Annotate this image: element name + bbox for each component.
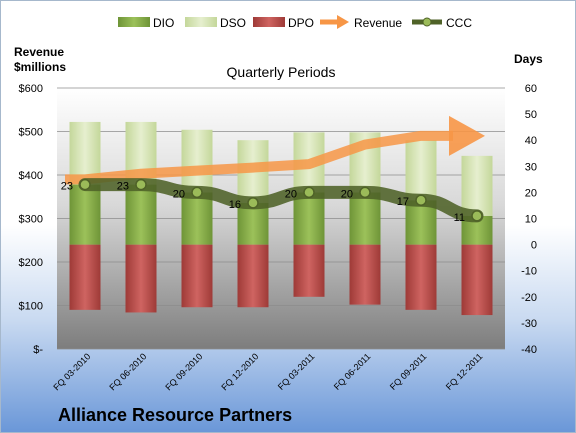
ccc-point [79, 178, 91, 191]
right-tick-label: 20 [525, 187, 537, 199]
x-tick-label: FQ 03-2011 [276, 351, 317, 392]
x-tick-label: FQ 06-2010 [107, 351, 148, 392]
bars [69, 121, 493, 316]
bar-dpo [237, 244, 269, 308]
bar-dpo [461, 244, 493, 316]
right-tick-label: 0 [531, 240, 537, 252]
bar-dpo [181, 244, 213, 308]
ccc-point [303, 186, 315, 199]
revenue-series [65, 115, 485, 185]
right-tick-label: 60 [525, 83, 537, 95]
bar-dpo [125, 244, 157, 313]
left-axis-title-line-1: Revenue [14, 45, 64, 59]
bar-dpo [69, 244, 101, 310]
right-tick-label: 40 [525, 135, 537, 147]
legend-swatch-dio [118, 17, 150, 27]
company-name: Alliance Resource Partners [58, 405, 293, 425]
legend-swatch-ccc [412, 17, 442, 27]
ccc-point [359, 186, 371, 199]
right-tick-label: 50 [525, 109, 537, 121]
right-tick-label: -30 [521, 318, 537, 330]
left-tick-label: $500 [19, 127, 43, 139]
ccc-data-label: 23 [61, 181, 73, 193]
bar-dpo [293, 244, 325, 297]
ccc-data-label: 20 [173, 188, 185, 200]
ccc-point [247, 197, 259, 209]
legend-swatch-dso [185, 17, 217, 27]
bar-dso [461, 155, 493, 216]
chart-title: Quarterly Periods [227, 64, 336, 80]
right-tick-label: -10 [521, 266, 537, 278]
bar-dso [181, 129, 213, 193]
x-tick-label: FQ 06-2011 [332, 351, 373, 392]
ccc-data-label: 17 [397, 196, 409, 208]
x-tick-label: FQ 03-2010 [51, 351, 92, 392]
bar-dio [349, 192, 381, 245]
ccc-data-label: 20 [341, 188, 353, 200]
ccc-point [415, 194, 427, 206]
right-axis: -40 -30 -20 -10 0 10 20 30 40 50 60 [521, 83, 537, 356]
ccc-point [191, 186, 203, 199]
ccc-series: 23 23 20 16 20 20 17 11 [61, 178, 484, 224]
legend-label-dpo: DPO [288, 16, 314, 30]
left-axis: $- $100 $200 $300 $400 $500 $600 [19, 83, 44, 356]
bar-dio [237, 202, 269, 245]
legend: DIO DSO DPO Revenue CCC [118, 15, 472, 30]
right-tick-label: -40 [521, 344, 537, 356]
left-tick-label: $600 [19, 83, 43, 95]
ccc-point [471, 210, 483, 222]
x-tick-label: FQ 09-2010 [163, 351, 204, 392]
legend-label-revenue: Revenue [354, 16, 402, 30]
right-axis-title: Days [514, 52, 543, 66]
left-tick-label: $300 [19, 214, 43, 226]
bar-dpo [349, 244, 381, 305]
left-tick-label: $100 [19, 301, 43, 313]
left-tick-label: $200 [19, 257, 43, 269]
right-tick-label: 30 [525, 161, 537, 173]
right-tick-label: 10 [525, 214, 537, 226]
right-tick-label: -20 [521, 292, 537, 304]
bar-dio [125, 184, 157, 245]
x-tick-label: FQ 12-2011 [444, 351, 485, 392]
revenue-arrowhead [449, 115, 485, 156]
ccc-data-label: 23 [117, 181, 129, 193]
legend-label-dso: DSO [220, 16, 246, 30]
legend-swatch-dpo [253, 17, 285, 27]
bar-dio [293, 192, 325, 245]
ccc-data-label: 11 [454, 212, 465, 224]
legend-label-ccc: CCC [446, 16, 472, 30]
left-tick-label: $- [33, 344, 43, 356]
bar-dio [69, 184, 101, 245]
x-tick-label: FQ 09-2011 [388, 351, 429, 392]
ccc-data-label: 20 [285, 188, 297, 200]
ccc-point [135, 178, 147, 191]
bar-dpo [405, 244, 437, 310]
legend-label-dio: DIO [153, 16, 174, 30]
bar-dio [181, 192, 213, 245]
ccc-data-label: 16 [229, 199, 241, 211]
revenue-line [65, 130, 453, 185]
left-tick-label: $400 [19, 170, 43, 182]
legend-swatch-revenue [320, 15, 349, 29]
left-axis-title-line-2: $millions [14, 60, 66, 74]
x-tick-label: FQ 12-2010 [219, 351, 260, 392]
bar-dso [405, 140, 437, 201]
x-axis: FQ 03-2010 FQ 06-2010 FQ 09-2010 FQ 12-2010… [51, 351, 484, 392]
